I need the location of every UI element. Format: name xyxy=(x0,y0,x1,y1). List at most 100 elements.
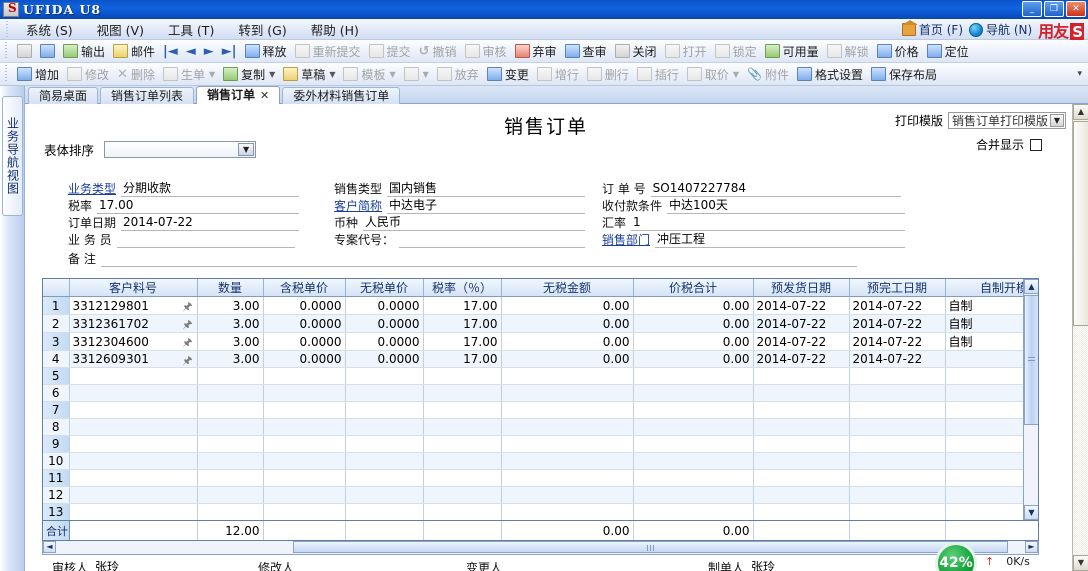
cell-tax-rate[interactable] xyxy=(423,469,502,487)
cell-quantity[interactable] xyxy=(197,435,264,453)
toolbar-format-settings[interactable]: 格式设置 xyxy=(793,65,867,84)
cell-tax-exclusive-amount[interactable] xyxy=(501,401,634,419)
tab-simple-desktop[interactable]: 简易桌面 xyxy=(28,87,99,104)
chevron-down-icon[interactable]: ▼ xyxy=(422,69,429,79)
cell-customer-part-no[interactable] xyxy=(69,469,198,487)
toolbar-first-record[interactable]: |◄ xyxy=(159,44,182,59)
page-scroll-down-icon[interactable]: ▼ xyxy=(1073,555,1088,571)
cell-tax-inclusive-price[interactable] xyxy=(263,435,346,453)
cell-tax-exclusive-amount[interactable] xyxy=(501,418,634,436)
cell-self-made-mold[interactable] xyxy=(945,486,1038,504)
cell-total-with-tax[interactable] xyxy=(633,384,754,402)
chevron-down-icon[interactable]: ▼ xyxy=(389,69,396,79)
cell-quantity[interactable] xyxy=(197,367,264,385)
field-value[interactable]: 2014-07-22 xyxy=(121,215,300,231)
field-value[interactable]: 中达电子 xyxy=(387,198,586,214)
cell-total-with-tax[interactable] xyxy=(633,367,754,385)
cell-self-made-mold[interactable]: 自制 xyxy=(945,296,1038,315)
cell-tax-exclusive-amount[interactable]: 0.00 xyxy=(501,350,634,368)
field-value[interactable]: 1 xyxy=(631,215,906,231)
cell-total-with-tax[interactable] xyxy=(633,503,754,520)
cell-tax-inclusive-price[interactable] xyxy=(263,503,346,520)
cell-tax-inclusive-price[interactable]: 0.0000 xyxy=(263,314,346,333)
cell-customer-part-no[interactable] xyxy=(69,367,198,385)
tab-sales-order[interactable]: 销售订单 ✕ xyxy=(196,86,281,104)
cell-tax-inclusive-price[interactable] xyxy=(263,418,346,436)
cell-quantity[interactable] xyxy=(197,418,264,436)
toolbar-overflow-icon[interactable]: ▾ xyxy=(1077,69,1082,79)
cell-quantity[interactable]: 3.00 xyxy=(197,332,264,351)
cell-planned-finish-date[interactable] xyxy=(849,452,946,470)
scroll-right-icon[interactable]: ► xyxy=(1025,541,1038,553)
col-planned-ship-date[interactable]: 预发货日期 xyxy=(753,279,850,297)
attachment-icon[interactable]: 🖈 xyxy=(182,300,193,313)
grid-hscroll-thumb[interactable] xyxy=(293,541,1008,553)
cell-customer-part-no[interactable] xyxy=(69,435,198,453)
cell-quantity[interactable] xyxy=(197,384,264,402)
maximize-button[interactable]: ❐ xyxy=(1044,1,1064,17)
field-value[interactable]: 17.00 xyxy=(97,198,300,214)
toolbar-price[interactable]: 价格 xyxy=(873,42,923,61)
chevron-down-icon[interactable]: ▼ xyxy=(329,69,336,79)
cell-tax-rate[interactable] xyxy=(423,384,502,402)
toolbar-last-record[interactable]: ►| xyxy=(218,44,241,59)
cell-customer-part-no[interactable] xyxy=(69,486,198,504)
table-row[interactable]: 6 xyxy=(43,384,1038,402)
cell-customer-part-no[interactable]: 3312609301 🖈 xyxy=(69,350,198,368)
cell-planned-ship-date[interactable] xyxy=(753,486,850,504)
col-tax-exclusive-amount[interactable]: 无税金额 xyxy=(501,279,634,297)
field-value[interactable] xyxy=(399,232,586,248)
toolbar-unaudit[interactable]: 弃审 xyxy=(511,42,561,61)
toolbar-copy[interactable]: 复制 ▼ xyxy=(219,65,279,84)
toolbar-locate[interactable]: 定位 xyxy=(923,42,973,61)
toolbar-mail[interactable]: 邮件 xyxy=(109,42,159,61)
cell-total-with-tax[interactable]: 0.00 xyxy=(633,314,754,333)
cell-tax-exclusive-amount[interactable]: 0.00 xyxy=(501,314,634,333)
cell-tax-exclusive-amount[interactable] xyxy=(501,367,634,385)
cell-quantity[interactable] xyxy=(197,469,264,487)
cell-planned-ship-date[interactable]: 2014-07-22 xyxy=(753,296,850,315)
home-button[interactable]: 首页 (F) xyxy=(901,20,963,38)
cell-self-made-mold[interactable] xyxy=(945,503,1038,520)
table-row[interactable]: 5 xyxy=(43,367,1038,385)
cell-tax-exclusive-price[interactable]: 0.0000 xyxy=(345,332,424,351)
toolbar-available-qty[interactable]: 可用量 xyxy=(761,42,823,61)
toolbar-prev-record[interactable]: ◄ xyxy=(182,44,200,59)
cell-self-made-mold[interactable] xyxy=(945,418,1038,436)
cell-tax-exclusive-amount[interactable] xyxy=(501,435,634,453)
cell-planned-finish-date[interactable] xyxy=(849,401,946,419)
col-customer-part-no[interactable]: 客户料号 xyxy=(69,279,198,297)
cell-total-with-tax[interactable] xyxy=(633,469,754,487)
cell-planned-finish-date[interactable]: 2014-07-22 xyxy=(849,296,946,315)
cell-planned-ship-date[interactable]: 2014-07-22 xyxy=(753,332,850,351)
cell-customer-part-no[interactable] xyxy=(69,401,198,419)
field-label[interactable]: 销售部门 xyxy=(602,233,651,247)
tab-outsourced-material-sales-order[interactable]: 委外材料销售订单 xyxy=(282,87,401,104)
cell-planned-finish-date[interactable] xyxy=(849,486,946,504)
menubar-grip[interactable] xyxy=(4,21,10,37)
grid-horizontal-scrollbar[interactable]: ◄ ► xyxy=(42,541,1039,555)
order-lines-grid[interactable]: 客户料号 数量 含税单价 无税单价 税率（％） 无税金额 价税合计 预发货日期 … xyxy=(42,278,1039,521)
tab-sales-order-list[interactable]: 销售订单列表 xyxy=(100,87,195,104)
cell-tax-rate[interactable] xyxy=(423,418,502,436)
field-label[interactable]: 业务类型 xyxy=(68,182,117,196)
cell-customer-part-no[interactable] xyxy=(69,418,198,436)
cell-self-made-mold[interactable] xyxy=(945,350,1038,368)
menu-system[interactable]: 系统 (S) xyxy=(26,22,73,38)
table-row[interactable]: 7 xyxy=(43,401,1038,419)
table-row[interactable]: 13 xyxy=(43,503,1038,520)
cell-tax-inclusive-price[interactable] xyxy=(263,367,346,385)
cell-total-with-tax[interactable] xyxy=(633,486,754,504)
cell-planned-finish-date[interactable] xyxy=(849,469,946,487)
cell-total-with-tax[interactable]: 0.00 xyxy=(633,296,754,315)
cell-tax-exclusive-price[interactable] xyxy=(345,401,424,419)
cell-tax-exclusive-price[interactable] xyxy=(345,418,424,436)
cell-planned-finish-date[interactable]: 2014-07-22 xyxy=(849,332,946,351)
cell-quantity[interactable] xyxy=(197,486,264,504)
cell-planned-ship-date[interactable] xyxy=(753,452,850,470)
field-value[interactable]: SO1407227784 xyxy=(650,181,901,197)
cell-planned-finish-date[interactable] xyxy=(849,418,946,436)
toolbar-close-order[interactable]: 关闭 xyxy=(611,42,661,61)
toolbar-primary-grip[interactable] xyxy=(3,42,10,60)
cell-customer-part-no[interactable]: 3312361702 🖈 xyxy=(69,314,198,333)
